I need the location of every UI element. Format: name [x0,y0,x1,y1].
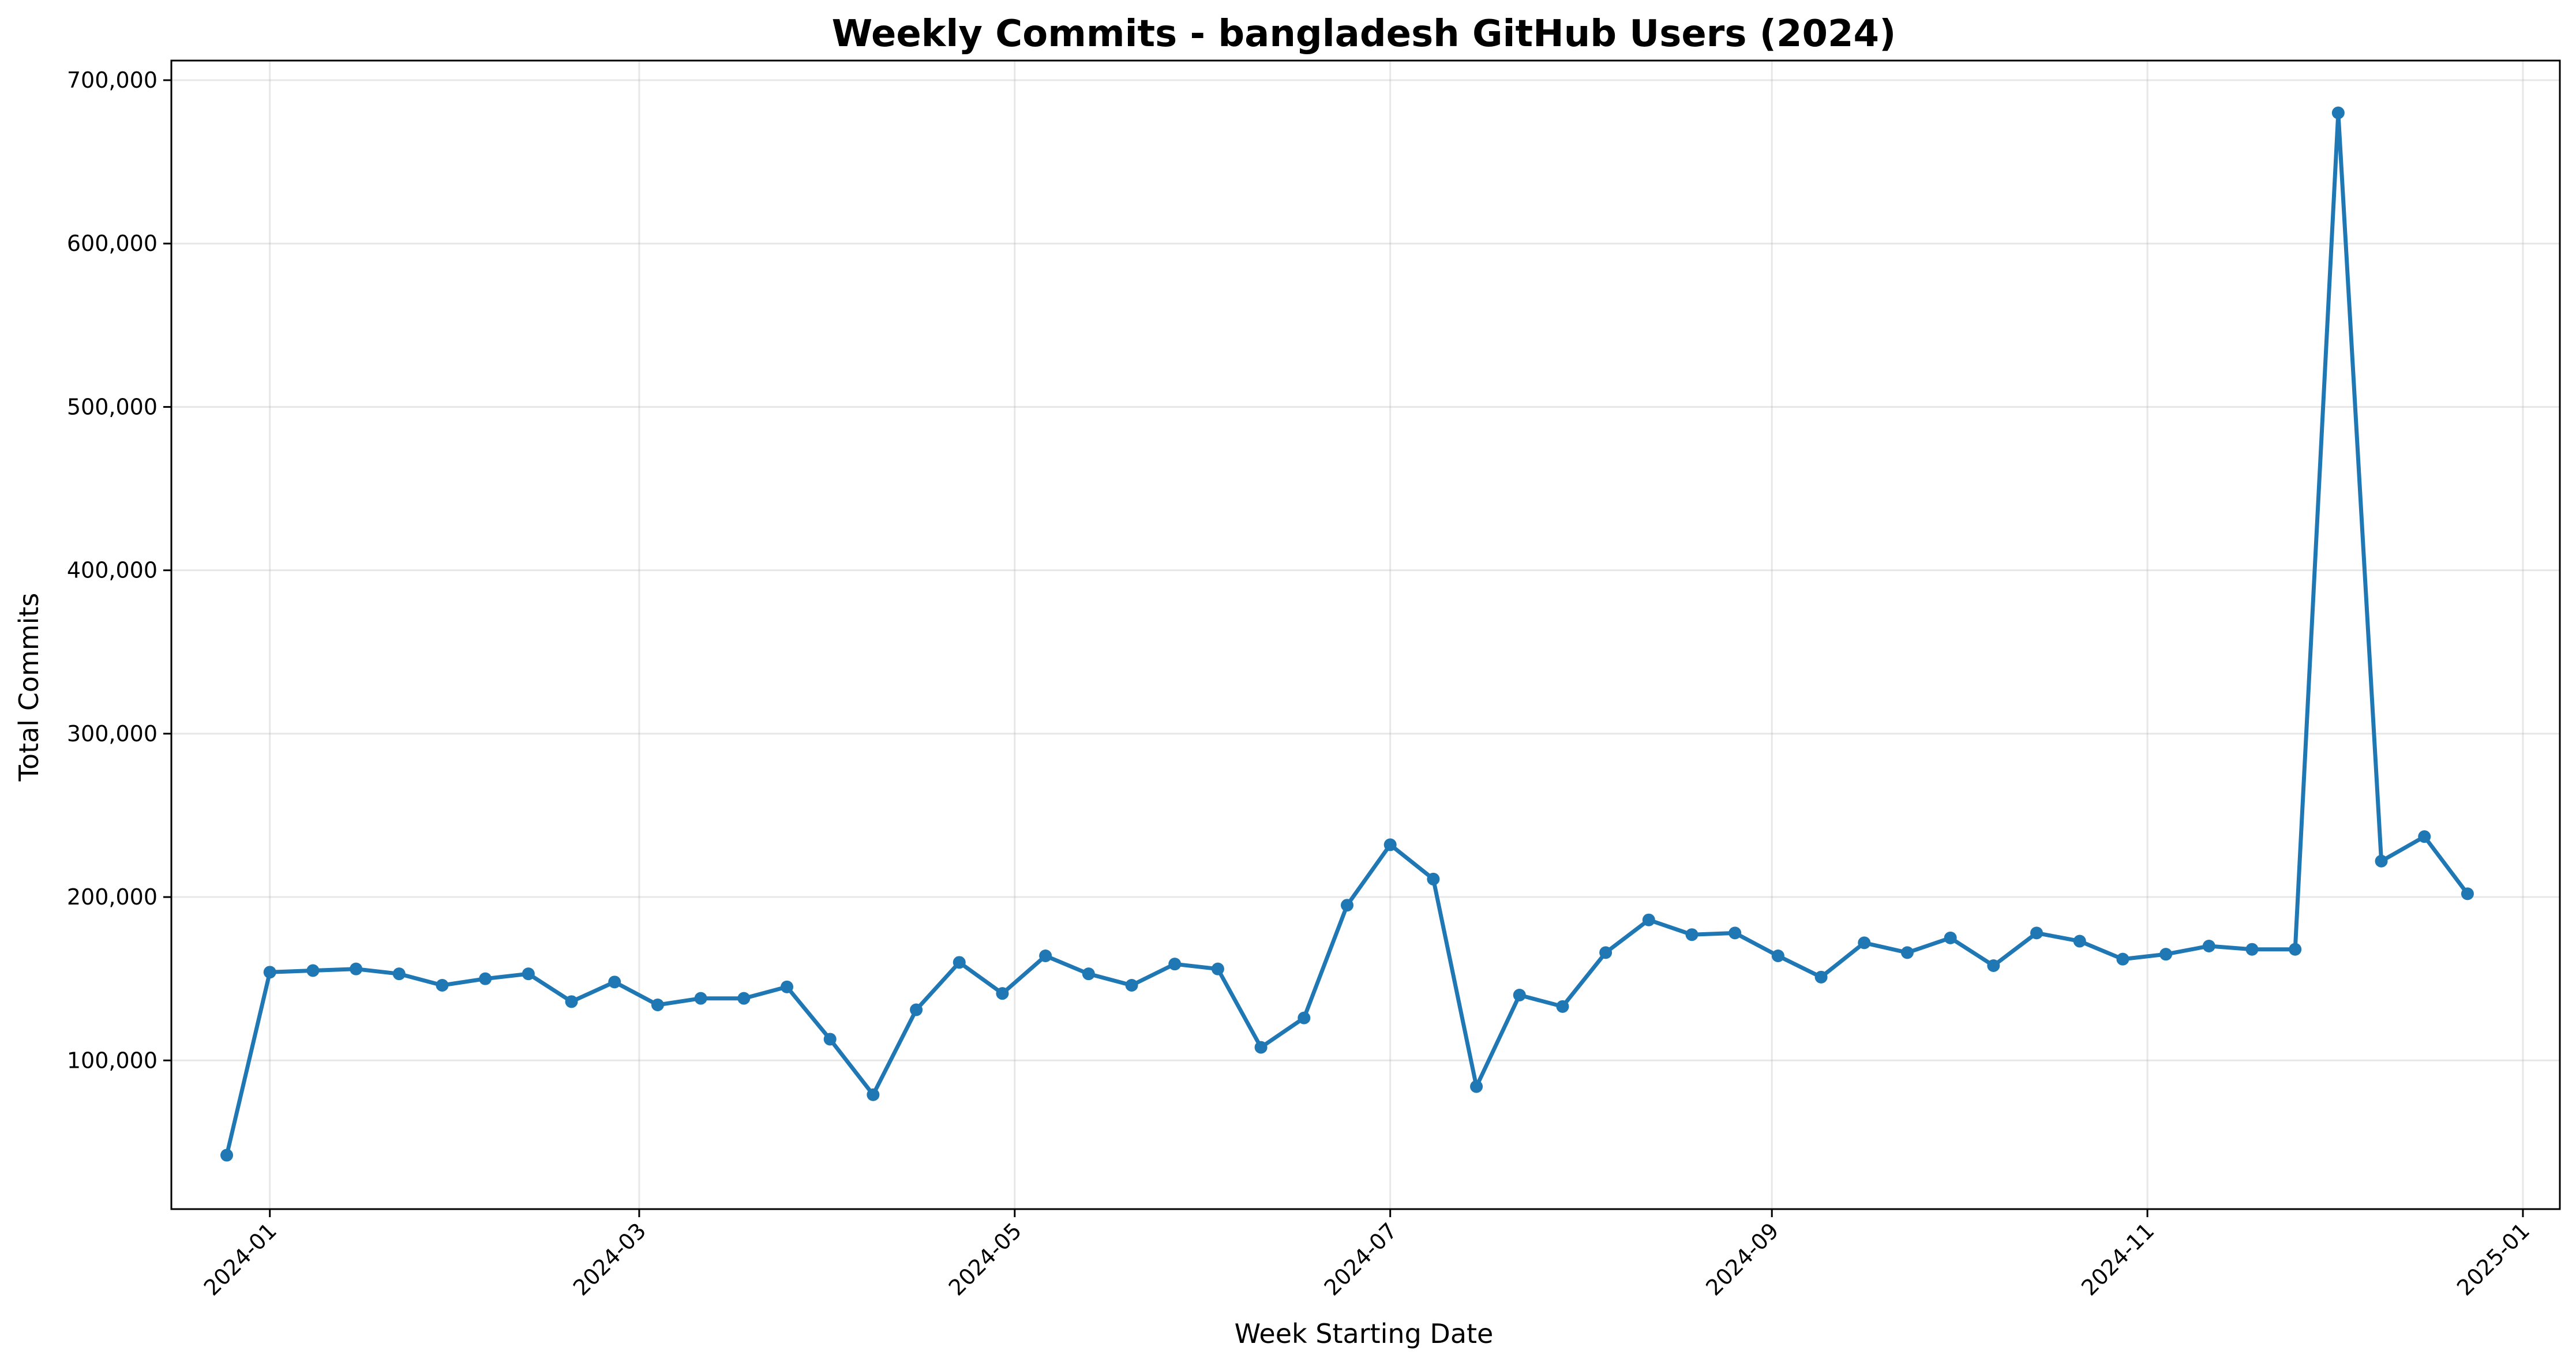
data-point [737,992,751,1005]
data-point [2418,830,2431,843]
y-tick-label: 200,000 [67,884,158,910]
data-point [1814,970,1828,984]
data-point [608,975,621,989]
data-point [2202,940,2215,953]
data-point [2030,926,2043,940]
data-point [522,967,535,981]
plot-frame [170,59,2561,1210]
data-point [1298,1011,1311,1024]
data-point [1728,926,1742,940]
data-point [436,978,449,992]
y-tick-label: 100,000 [67,1048,158,1073]
data-point [996,987,1009,1000]
data-point [1039,950,1052,963]
data-point [1771,950,1784,963]
data-point [2289,943,2302,956]
y-tick-label: 300,000 [67,721,158,746]
data-point [220,1149,234,1162]
data-point [694,992,707,1005]
data-point [2245,943,2259,956]
x-tick-label: 2024-01 [199,1218,282,1300]
y-tick-label: 700,000 [67,67,158,93]
data-point [1513,988,1526,1001]
data-point [1944,931,1957,944]
data-point [1254,1041,1268,1054]
data-point [1383,838,1397,851]
data-point [1470,1080,1483,1093]
x-tick-label: 2024-05 [944,1218,1026,1300]
data-point [867,1088,880,1101]
data-point [479,972,492,985]
data-point [953,956,966,969]
data-point [2073,935,2086,948]
series [220,106,2474,1162]
data-point [823,1033,837,1046]
y-tick-label: 500,000 [67,394,158,419]
data-point [781,980,794,993]
data-point [1858,936,1871,950]
data-point [910,1003,923,1016]
chart-title: Weekly Commits - bangladesh GitHub Users… [832,13,1896,55]
x-tick-label: 2024-09 [1701,1218,1783,1300]
data-point [2461,887,2474,900]
data-point [392,967,406,981]
y-tick-label: 400,000 [67,558,158,583]
data-point [263,966,276,979]
data-point [1685,928,1698,941]
data-point [1987,959,2000,973]
data-point [651,998,664,1011]
data-point [1340,899,1353,912]
data-point [1082,967,1095,981]
data-point [1125,978,1138,992]
data-point [2375,854,2388,868]
x-tick-label: 2024-07 [1319,1218,1402,1300]
data-point [1556,1000,1569,1013]
data-point [1599,946,1613,959]
y-axis-label: Total Commits [13,593,44,782]
data-point [306,964,320,977]
x-tick-label: 2024-03 [568,1218,651,1300]
data-point [1642,913,1655,926]
grid [171,61,2560,1209]
x-axis-label: Week Starting Date [1235,1318,1494,1349]
series-line [224,111,2470,1157]
data-point [1900,946,1914,959]
data-point [1211,962,1224,975]
y-tick-label: 600,000 [67,231,158,256]
data-point [2159,948,2173,961]
x-tick-label: 2025-01 [2452,1218,2534,1300]
data-point [350,962,363,975]
data-point [565,995,578,1008]
axes: 100,000 200,000 300,000 400,000 500,000 600,0… [67,59,2561,1301]
data-point [1168,958,1182,971]
data-point [2331,106,2345,119]
data-point [1427,872,1440,885]
data-point [2116,952,2129,966]
x-tick-label: 2024-11 [2076,1218,2159,1300]
